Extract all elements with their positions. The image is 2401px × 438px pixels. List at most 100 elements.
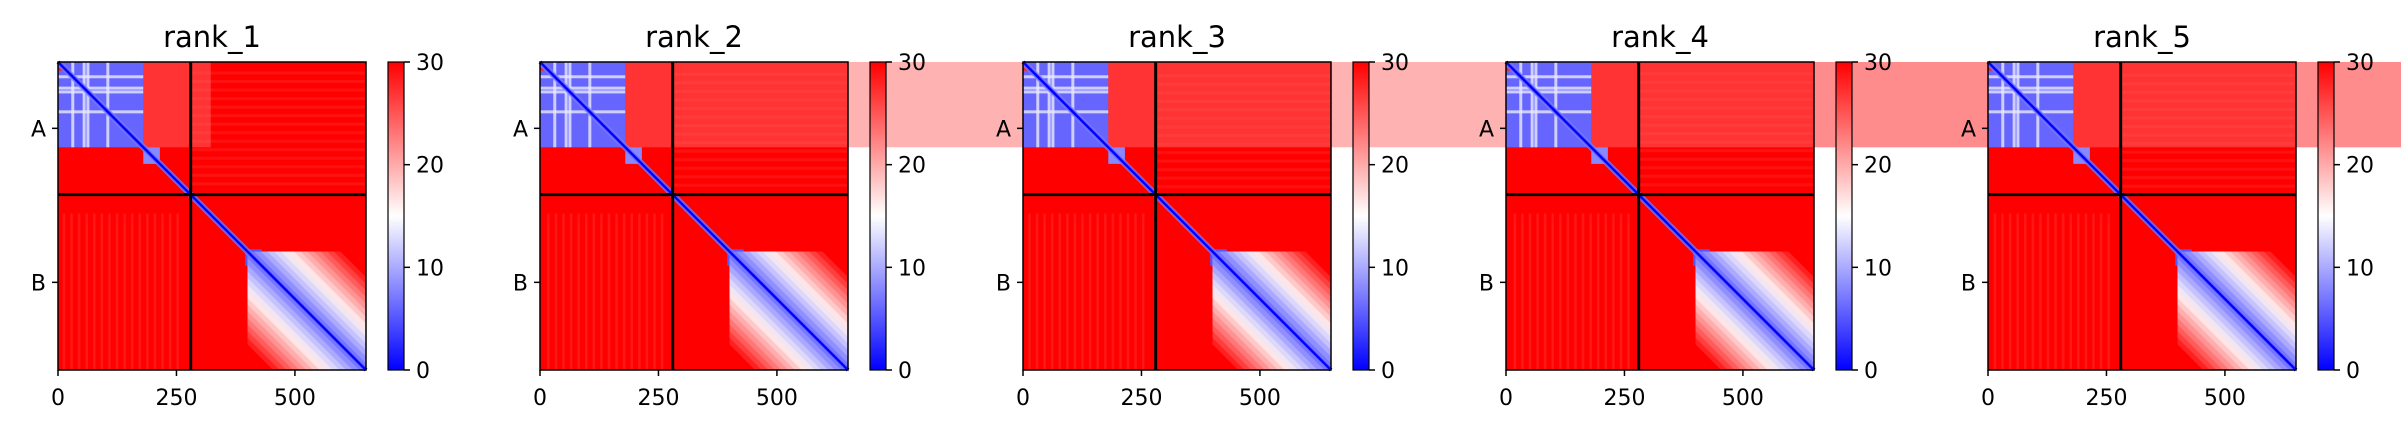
heatmap-band (153, 213, 157, 370)
colorbar-tick-label: 10 (898, 256, 926, 281)
chain-a-stripe (1988, 110, 2074, 114)
x-tick-label: 0 (1981, 386, 1995, 411)
heatmap-band (2061, 213, 2065, 370)
chain-a-stripe (540, 86, 626, 90)
chain-a-stripe (2016, 62, 2020, 148)
chain-a-stripe (1071, 62, 1075, 148)
heatmap-band (554, 213, 558, 370)
heatmap-band (85, 213, 88, 370)
chain-a-stripe (540, 75, 626, 79)
heatmap-band (2099, 213, 2103, 370)
chain-a-edge (143, 62, 211, 148)
heatmap-band (1104, 213, 1107, 370)
chart-title: rank_2 (645, 20, 743, 54)
chain-a-stripe (58, 75, 144, 79)
heatmap-band (2031, 213, 2035, 370)
x-tick-label: 250 (155, 386, 197, 411)
chart-title: rank_4 (1611, 20, 1709, 54)
chain-a-stripe (1506, 110, 1592, 114)
heatmap-band (1155, 159, 1331, 163)
chart-title: rank_5 (2093, 20, 2191, 54)
heatmap-band (2054, 213, 2057, 370)
heatmap-band (62, 213, 66, 370)
heatmap-band (672, 183, 848, 187)
heatmap-panel-2: rank_2 A B 0 250 500 0 10 20 30 (513, 20, 1175, 411)
heatmap-band (2107, 213, 2110, 370)
heatmap-band (653, 213, 656, 370)
heatmap-band (2120, 150, 2296, 154)
diagonal-line-halo (57, 64, 364, 371)
colorbar (2317, 61, 2335, 371)
heatmap-band (190, 182, 366, 186)
diagonal-line-halo (1025, 61, 1332, 368)
chain-a-stripe (1988, 86, 2074, 90)
heatmap-band (161, 213, 164, 370)
chain-a-stripe (1988, 90, 2074, 94)
y-tick-label: A (31, 117, 46, 142)
heatmap-panel-5: rank_5 A B 0 250 500 0 10 20 30 (1961, 20, 2401, 411)
heatmap-band (100, 213, 104, 370)
chain-a-stripe (1506, 90, 1592, 94)
diagonal-line (56, 60, 368, 372)
chain-a-stripe (1047, 62, 1051, 148)
heatmap-band (1134, 213, 1137, 370)
colorbar-tick-label: 10 (416, 256, 444, 281)
heatmap-band (547, 213, 550, 370)
heatmap-band (2008, 213, 2012, 370)
heatmap-band (569, 213, 573, 370)
y-tick-label: A (1479, 117, 1494, 142)
y-tick-label: B (513, 271, 528, 296)
heatmap-band (622, 213, 626, 370)
heatmap-band (77, 213, 81, 370)
heatmap-band (190, 139, 366, 143)
heatmap-band (2077, 213, 2080, 370)
heatmap-band (577, 213, 580, 370)
y-tick-label: A (513, 117, 528, 142)
heatmap-band (190, 71, 366, 75)
heatmap-panel-3: rank_3 A B 0 250 500 0 10 20 30 (996, 20, 2141, 411)
plot-frame (57, 61, 367, 371)
chain-a-stripe (1506, 86, 1592, 90)
heatmap-band (115, 213, 119, 370)
heatmap-band (190, 165, 366, 169)
chain-a-stripe (553, 62, 557, 148)
colorbar-tick-label: 0 (1381, 359, 1395, 384)
x-tick-label: 250 (637, 386, 679, 411)
chain-a-stripe (568, 62, 572, 148)
heatmap-band (2001, 213, 2004, 370)
heatmap-band (592, 213, 596, 370)
diagonal-line-halo (1990, 61, 2297, 368)
heatmap-band (1521, 213, 1524, 370)
chain-a-stripe (1988, 75, 2074, 79)
y-tick-label: B (31, 271, 46, 296)
heatmap-band (190, 114, 366, 118)
colorbar-tick-label: 0 (2346, 359, 2360, 384)
heatmap-band (2039, 213, 2042, 370)
colorbar-tick-label: 20 (416, 154, 444, 179)
heatmap-band (1081, 213, 1084, 370)
heatmap-band (130, 213, 134, 370)
colorbar-tick-label: 20 (898, 154, 926, 179)
chain-a-stripe (106, 62, 110, 148)
diagonal-line (538, 60, 850, 372)
heatmap-band (1536, 213, 1539, 370)
heatmap-band (1993, 213, 1997, 370)
heatmap-band (190, 122, 366, 126)
colorbar-tick-label: 20 (1381, 154, 1409, 179)
plot-frame (1022, 61, 1332, 371)
heatmap-band (1155, 151, 1331, 155)
heatmap-band (630, 213, 634, 370)
heatmap-band (672, 158, 848, 162)
x-tick-label: 250 (1120, 386, 1162, 411)
chain-a-stripe (1023, 90, 1109, 94)
heatmap-band (146, 213, 149, 370)
colorbar-tick-label: 0 (416, 359, 430, 384)
heatmap-band (2120, 176, 2296, 180)
chain-a-edge (2073, 62, 2401, 148)
colorbar-tick-label: 10 (1381, 256, 1409, 281)
y-tick-label: A (1961, 117, 1976, 142)
heatmap-band (1155, 176, 1331, 180)
x-tick-label: 0 (1499, 386, 1513, 411)
heatmap-band (190, 131, 366, 135)
